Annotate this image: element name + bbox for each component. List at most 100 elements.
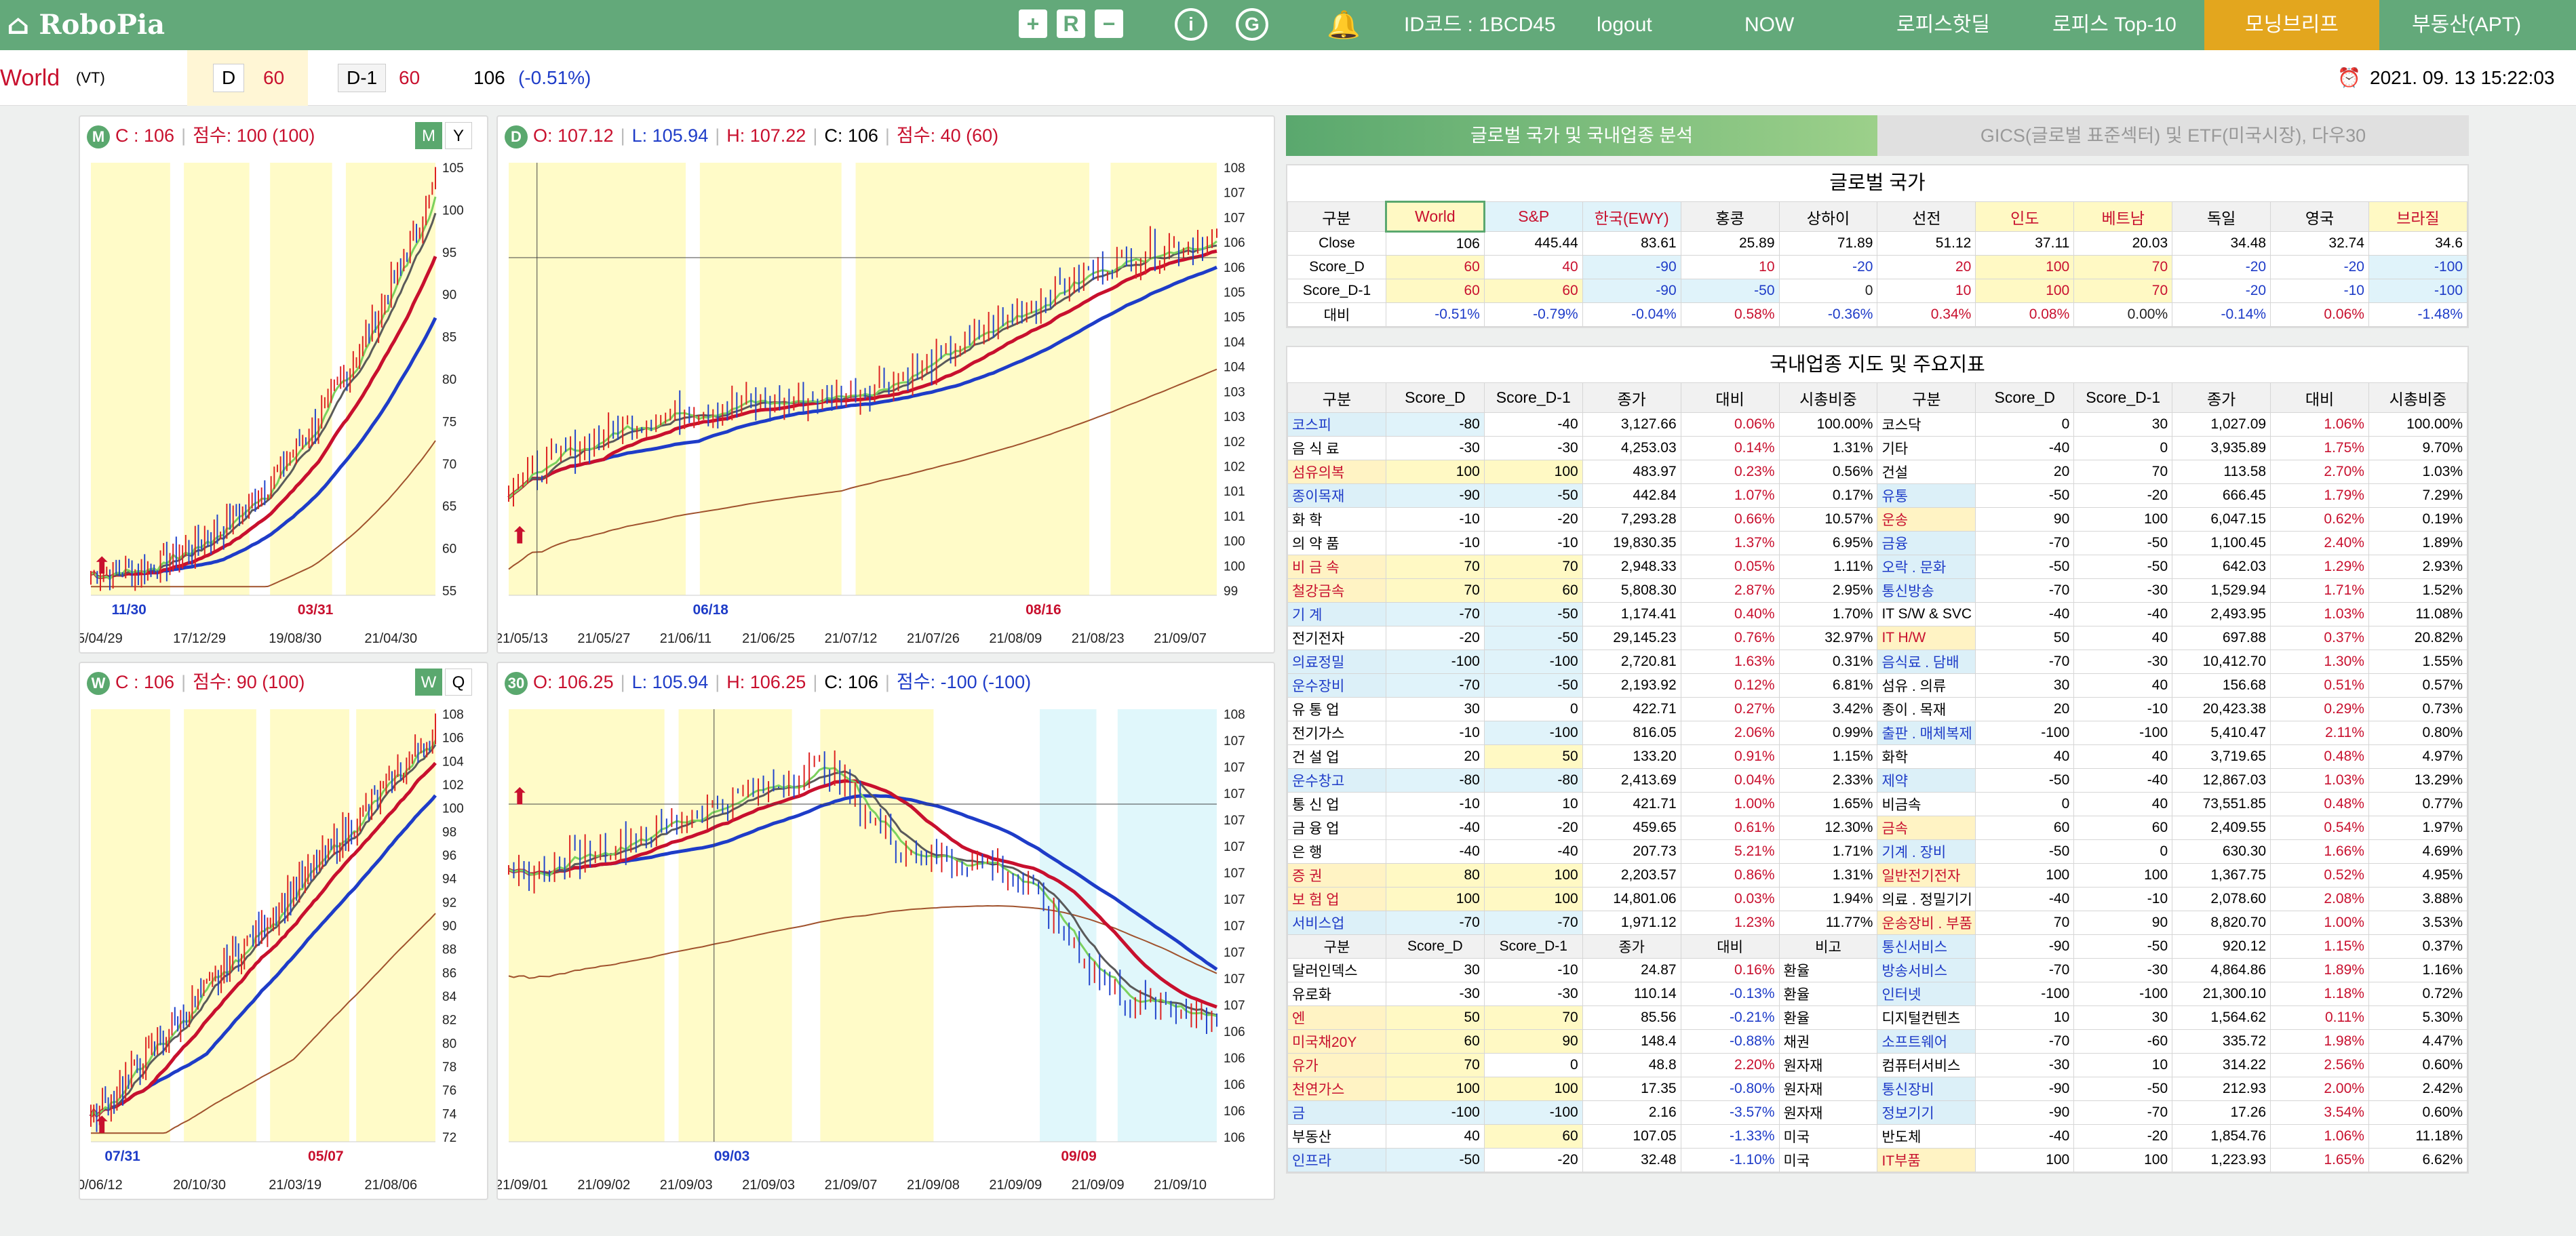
sector-name[interactable]: 달러인덱스: [1287, 958, 1386, 982]
sector-name[interactable]: 코스닥: [1877, 412, 1976, 437]
global-header[interactable]: 영국: [2270, 201, 2369, 232]
sector-name[interactable]: 금속: [1877, 816, 1976, 840]
sector-name[interactable]: 소프트웨어: [1877, 1029, 1976, 1054]
info-icon[interactable]: i: [1175, 8, 1207, 41]
x-tick-label: 21/06/25: [742, 631, 795, 646]
sector-name[interactable]: 엔: [1287, 1005, 1386, 1030]
sector-name[interactable]: 기타: [1877, 436, 1976, 460]
sector-name[interactable]: 인터넷: [1877, 982, 1976, 1006]
bell-icon[interactable]: 🔔: [1327, 10, 1361, 40]
sector-name[interactable]: 증 권: [1287, 863, 1386, 888]
y-tick-label: 101: [1224, 485, 1245, 499]
sector-name[interactable]: 출판 . 매체복제: [1877, 721, 1976, 745]
sector-name[interactable]: 통신서비스: [1877, 934, 1976, 959]
sector-name[interactable]: 오락 . 문화: [1877, 555, 1976, 579]
sector-name[interactable]: 건설: [1877, 460, 1976, 484]
sector-name[interactable]: 운송: [1877, 507, 1976, 532]
sector-name[interactable]: 철강금속: [1287, 578, 1386, 603]
sector-name[interactable]: 비금속: [1877, 792, 1976, 816]
sector-name[interactable]: IT S/W & SVC: [1877, 602, 1976, 626]
menu-now[interactable]: NOW: [1744, 14, 1795, 36]
logo[interactable]: ⌂ RoboPia: [7, 0, 165, 50]
sector-name[interactable]: 화학: [1877, 744, 1976, 769]
menu-top10[interactable]: 로피스 Top-10: [2052, 14, 2177, 36]
sector-name[interactable]: 음 식 료: [1287, 436, 1386, 460]
sector-name[interactable]: 금: [1287, 1100, 1386, 1125]
sector-name[interactable]: 통신방송: [1877, 578, 1976, 603]
sector-name[interactable]: 의료정밀: [1287, 650, 1386, 674]
sector-name[interactable]: 화 학: [1287, 507, 1386, 532]
sector-name[interactable]: 부동산: [1287, 1124, 1386, 1149]
sector-name[interactable]: 통 신 업: [1287, 792, 1386, 816]
sector-name[interactable]: 운송장비 . 부품: [1877, 911, 1976, 935]
sector-name[interactable]: 인프라: [1287, 1148, 1386, 1172]
sector-name[interactable]: 기 계: [1287, 602, 1386, 626]
global-header[interactable]: 인도: [1975, 201, 2075, 232]
sector-name[interactable]: 제약: [1877, 768, 1976, 793]
sector-name[interactable]: 섬유의복: [1287, 460, 1386, 484]
sector-name[interactable]: 반도체: [1877, 1124, 1976, 1149]
sector-name[interactable]: 섬유 . 의류: [1877, 673, 1976, 698]
toggle-w[interactable]: W: [415, 669, 442, 696]
sector-name[interactable]: 정보기기: [1877, 1100, 1976, 1125]
sector-name[interactable]: 의 약 품: [1287, 531, 1386, 555]
global-header[interactable]: 베트남: [2073, 201, 2173, 232]
sector-name[interactable]: 코스피: [1287, 412, 1386, 437]
r-button[interactable]: R: [1057, 9, 1085, 38]
sector-name[interactable]: 서비스업: [1287, 911, 1386, 935]
sector-name[interactable]: IT부품: [1877, 1148, 1976, 1172]
sector-name[interactable]: 디지털컨텐츠: [1877, 1005, 1976, 1030]
global-header[interactable]: S&P: [1483, 201, 1583, 232]
toggle-q[interactable]: Q: [445, 669, 472, 696]
remove-button[interactable]: −: [1095, 9, 1123, 38]
tab-gics[interactable]: GICS(글로벌 표준섹터) 및 ETF(미국시장), 다우30: [1877, 115, 2469, 156]
value-cell: 5,410.47: [2172, 721, 2271, 745]
sector-name[interactable]: 보 험 업: [1287, 887, 1386, 911]
sector-name[interactable]: 전기전자: [1287, 626, 1386, 650]
sector-name[interactable]: 천연가스: [1287, 1077, 1386, 1101]
global-header[interactable]: 홍콩: [1680, 201, 1780, 232]
sector-name[interactable]: 컴퓨터서비스: [1877, 1053, 1976, 1077]
global-header[interactable]: 한국(EWY): [1582, 201, 1681, 232]
menu-morning-brief[interactable]: 모닝브리프: [2204, 0, 2379, 50]
sector-name[interactable]: 금 융 업: [1287, 816, 1386, 840]
sector-name[interactable]: 의료 . 정밀기기: [1877, 887, 1976, 911]
sector-name[interactable]: 전기가스: [1287, 721, 1386, 745]
tab-global[interactable]: 글로벌 국가 및 국내업종 분석: [1286, 115, 1877, 156]
sector-name[interactable]: 통신장비: [1877, 1077, 1976, 1101]
add-button[interactable]: +: [1019, 9, 1047, 38]
menu-apt[interactable]: 부동산(APT): [2412, 14, 2522, 36]
sector-name[interactable]: 운수장비: [1287, 673, 1386, 698]
sector-name[interactable]: 운수창고: [1287, 768, 1386, 793]
sector-name[interactable]: 비 금 속: [1287, 555, 1386, 579]
sector-name[interactable]: 은 행: [1287, 839, 1386, 864]
global-header[interactable]: 상하이: [1778, 201, 1878, 232]
g-icon[interactable]: G: [1236, 8, 1268, 41]
sector-name[interactable]: 미국채20Y: [1287, 1029, 1386, 1054]
logout-link[interactable]: logout: [1597, 14, 1652, 36]
sector-name[interactable]: 건 설 업: [1287, 744, 1386, 769]
global-header[interactable]: 독일: [2172, 201, 2271, 232]
sector-name[interactable]: 음식료 . 담배: [1877, 650, 1976, 674]
toggle-y[interactable]: Y: [445, 122, 472, 149]
global-header[interactable]: 브라질: [2368, 201, 2468, 232]
sector-name[interactable]: 기계 . 장비: [1877, 839, 1976, 864]
sector-name[interactable]: 종이 . 목재: [1877, 697, 1976, 721]
value-cell: -0.88%: [1680, 1029, 1780, 1054]
global-header[interactable]: 구분: [1287, 201, 1386, 232]
global-header[interactable]: 선전: [1877, 201, 1976, 232]
sector-name[interactable]: 유 통 업: [1287, 697, 1386, 721]
sector-name[interactable]: 방송서비스: [1877, 958, 1976, 982]
global-header[interactable]: World: [1384, 201, 1485, 233]
sector-name[interactable]: IT H/W: [1877, 626, 1976, 650]
sector-name[interactable]: 금융: [1877, 531, 1976, 555]
sector-name[interactable]: 일반전기전자: [1877, 863, 1976, 888]
domestic-header: 시총비중: [2368, 382, 2468, 413]
sector-name[interactable]: 종이목재: [1287, 483, 1386, 508]
sector-name[interactable]: 유로화: [1287, 982, 1386, 1006]
toggle-m[interactable]: M: [415, 122, 442, 149]
menu-hotdeal[interactable]: 로피스핫딜: [1896, 14, 1990, 36]
sector-name[interactable]: 유가: [1287, 1053, 1386, 1077]
sector-name[interactable]: 유통: [1877, 483, 1976, 508]
